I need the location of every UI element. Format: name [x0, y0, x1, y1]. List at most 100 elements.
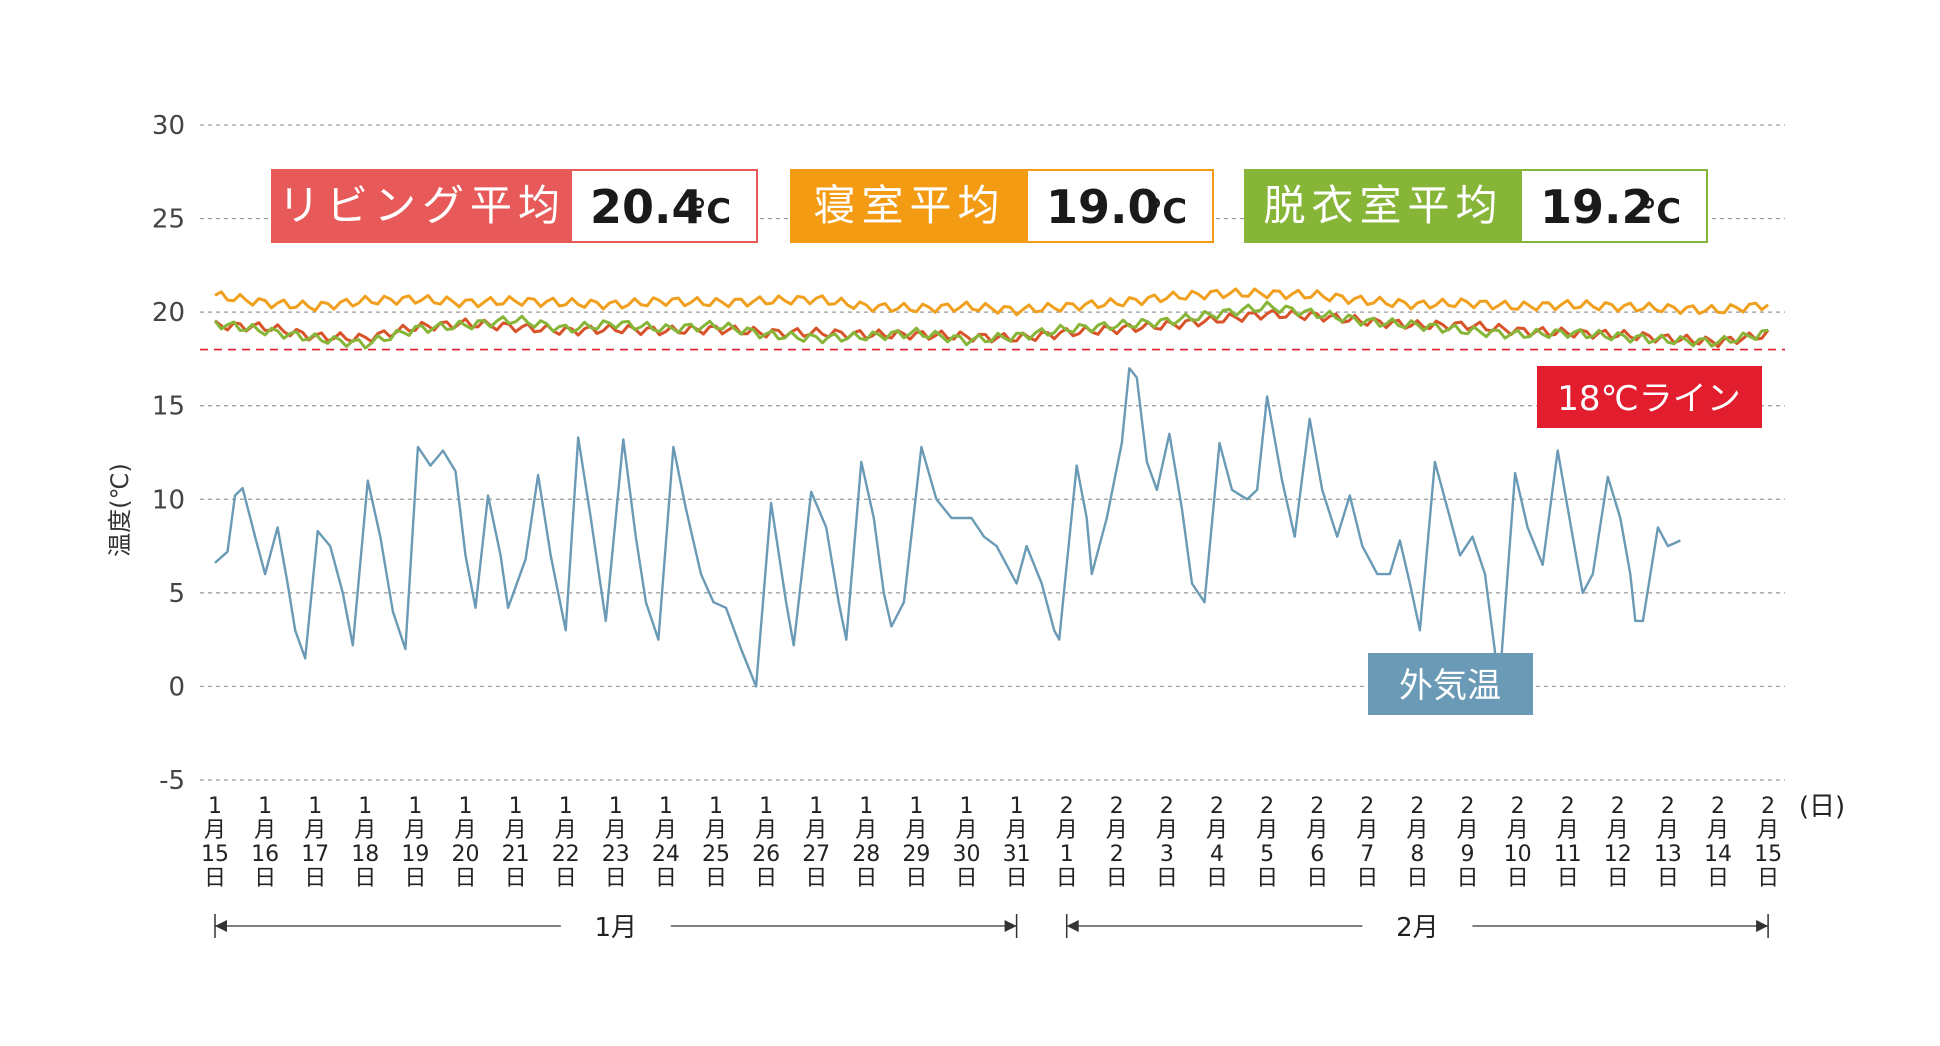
x-tick-text: 日 [404, 866, 426, 891]
month-range-label: 2月 [1396, 913, 1439, 943]
legend-badges: リビング平均 20.4℃ 寝室平均 19.0℃ 脱衣室平均 19.2℃ [271, 169, 1708, 243]
x-tick-text: 13 [1654, 842, 1682, 867]
x-tick-text: 日 [905, 866, 927, 891]
x-tick-text: 23 [602, 842, 630, 867]
x-tick-text: 19 [401, 842, 429, 867]
x-tick-text: 1 [358, 794, 372, 819]
x-tick-text: 月 [1757, 818, 1779, 843]
legend-badge-value: 20.4 [590, 180, 704, 234]
x-tick-text: 日 [1757, 866, 1779, 891]
x-tick-text: 月 [605, 818, 627, 843]
x-tick-text: 2 [1210, 794, 1224, 819]
x-tick-text: 月 [304, 818, 326, 843]
y-tick-label: -5 [159, 766, 185, 796]
x-tick-text: 日 [304, 866, 326, 891]
x-tick-text: 2 [1310, 794, 1324, 819]
legend-badge: 寝室平均 19.0℃ [790, 169, 1214, 243]
x-tick-text: 日 [1356, 866, 1378, 891]
y-tick-label: 5 [168, 579, 185, 609]
x-tick-text: 日 [1156, 866, 1178, 891]
x-tick-text: 1 [709, 794, 723, 819]
legend-badge-color [1245, 170, 1522, 242]
x-tick-text: 月 [354, 818, 376, 843]
x-tick-text: 月 [505, 818, 527, 843]
x-tick-text: 日 [655, 866, 677, 891]
x-tick-text: 日 [1657, 866, 1679, 891]
x-tick-text: 月 [1006, 818, 1028, 843]
x-tick-text: 27 [802, 842, 830, 867]
x-tick-text: 月 [1707, 818, 1729, 843]
y-axis-title: 温度(℃) [106, 463, 134, 557]
x-tick-text: 9 [1461, 842, 1475, 867]
x-tick-text: 15 [201, 842, 229, 867]
x-tick-text: 1 [809, 794, 823, 819]
x-axis-ticks: 1月15日1月16日1月17日1月18日1月19日1月20日1月21日1月22日… [201, 794, 1782, 891]
x-tick-text: 1 [258, 794, 272, 819]
outside-temp-tag: 外気温 [1368, 653, 1533, 715]
x-tick-text: 日 [1056, 866, 1078, 891]
x-tick-text: 1 [1010, 794, 1024, 819]
x-tick-text: 月 [454, 818, 476, 843]
x-tick-text: 月 [1657, 818, 1679, 843]
arrowhead-right [1004, 920, 1017, 932]
x-tick-text: 月 [404, 818, 426, 843]
x-tick-text: 1 [459, 794, 473, 819]
x-tick-text: 1 [859, 794, 873, 819]
x-tick-text: 7 [1360, 842, 1374, 867]
x-tick-text: 10 [1504, 842, 1532, 867]
x-tick-text: 月 [254, 818, 276, 843]
x-tick-text: 3 [1160, 842, 1174, 867]
x-tick-text: 2 [1511, 794, 1525, 819]
x-tick-text: 月 [855, 818, 877, 843]
legend-badge-name: リビング平均 [278, 181, 566, 230]
x-tick-text: 日 [805, 866, 827, 891]
x-tick-text: 日 [605, 866, 627, 891]
series-line-寝室 [214, 287, 1770, 317]
x-tick-text: 11 [1554, 842, 1582, 867]
legend-badge-unit: ℃ [1146, 192, 1187, 232]
arrowhead-right [1756, 920, 1769, 932]
reference-line-tag: 18℃ライン [1537, 366, 1762, 428]
series-line-外気温 [214, 367, 1681, 688]
x-tick-text: 5 [1260, 842, 1274, 867]
x-tick-text: 日 [555, 866, 577, 891]
x-axis-unit-label: (日) [1799, 792, 1845, 822]
x-tick-text: 1 [659, 794, 673, 819]
legend-badge: リビング平均 20.4℃ [271, 169, 758, 243]
x-tick-text: 日 [254, 866, 276, 891]
x-tick-text: 月 [655, 818, 677, 843]
x-tick-text: 月 [1306, 818, 1328, 843]
x-tick-text: 1 [308, 794, 322, 819]
month-range: 2月 [1065, 913, 1769, 943]
x-tick-text: 日 [1456, 866, 1478, 891]
x-tick-text: 月 [1056, 818, 1078, 843]
month-range: 1月 [214, 913, 1018, 943]
x-tick-text: 1 [1060, 842, 1074, 867]
y-tick-label: 30 [152, 111, 185, 141]
reference-line-label: 18℃ライン [1557, 379, 1740, 419]
x-tick-text: 日 [1256, 866, 1278, 891]
arrowhead-left [215, 920, 227, 932]
legend-badge-unit: ℃ [690, 192, 731, 232]
x-tick-text: 月 [204, 818, 226, 843]
x-tick-text: 2 [1410, 794, 1424, 819]
x-tick-text: 月 [1206, 818, 1228, 843]
x-tick-text: 24 [652, 842, 680, 867]
x-tick-text: 16 [251, 842, 279, 867]
